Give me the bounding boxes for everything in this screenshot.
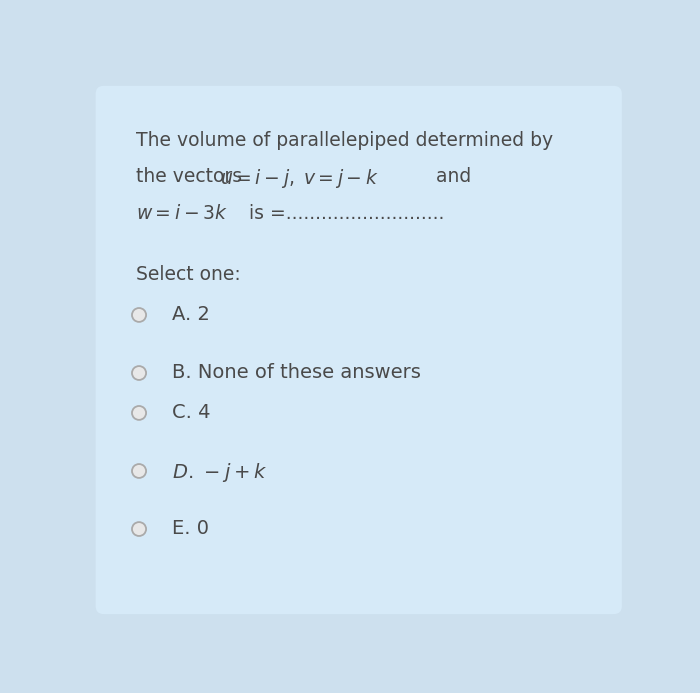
Text: The volume of parallelepiped determined by: The volume of parallelepiped determined … xyxy=(136,131,554,150)
Circle shape xyxy=(132,522,146,536)
Text: Select one:: Select one: xyxy=(136,265,241,284)
Text: $D.\, -j + k$: $D.\, -j + k$ xyxy=(172,462,267,484)
Text: is =...........................: is =........................... xyxy=(237,204,444,222)
Text: A. 2: A. 2 xyxy=(172,306,209,324)
Circle shape xyxy=(132,406,146,420)
Text: C. 4: C. 4 xyxy=(172,403,210,422)
Text: $w = i - 3k$: $w = i - 3k$ xyxy=(136,204,228,222)
Circle shape xyxy=(132,366,146,380)
Text: B. None of these answers: B. None of these answers xyxy=(172,363,421,383)
Circle shape xyxy=(132,308,146,322)
Text: E. 0: E. 0 xyxy=(172,520,209,538)
Circle shape xyxy=(132,464,146,478)
Text: $u = i - j,\;  v = j - k$: $u = i - j,\; v = j - k$ xyxy=(220,168,379,191)
FancyBboxPatch shape xyxy=(96,86,622,614)
Text: and: and xyxy=(424,168,471,186)
Text: the vectors: the vectors xyxy=(136,168,255,186)
